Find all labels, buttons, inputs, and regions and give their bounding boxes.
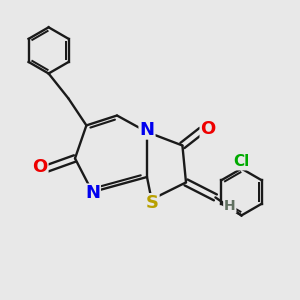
Text: O: O [32,158,47,176]
Text: H: H [224,199,236,213]
Text: N: N [140,121,154,139]
Text: O: O [201,120,216,138]
Text: S: S [146,194,159,212]
Text: N: N [85,184,100,202]
Text: Cl: Cl [233,154,250,169]
